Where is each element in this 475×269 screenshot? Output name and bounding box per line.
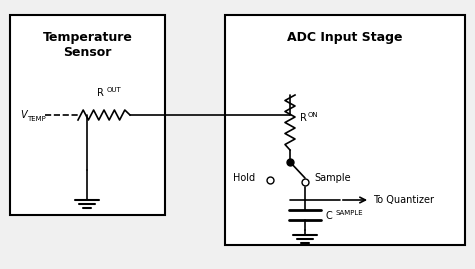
Text: R: R <box>97 88 104 98</box>
FancyBboxPatch shape <box>10 15 165 215</box>
Text: SAMPLE: SAMPLE <box>335 210 362 216</box>
Text: OUT: OUT <box>107 87 122 93</box>
Text: Hold: Hold <box>233 173 255 183</box>
Text: ON: ON <box>308 112 319 118</box>
Text: C: C <box>325 211 332 221</box>
Text: To Quantizer: To Quantizer <box>373 195 434 205</box>
Text: ADC Input Stage: ADC Input Stage <box>287 30 403 44</box>
FancyBboxPatch shape <box>225 15 465 245</box>
Text: R: R <box>300 113 307 123</box>
Text: V: V <box>20 110 27 120</box>
Text: Sample: Sample <box>314 173 351 183</box>
Text: TEMP: TEMP <box>27 116 46 122</box>
Text: Temperature
Sensor: Temperature Sensor <box>43 31 133 59</box>
